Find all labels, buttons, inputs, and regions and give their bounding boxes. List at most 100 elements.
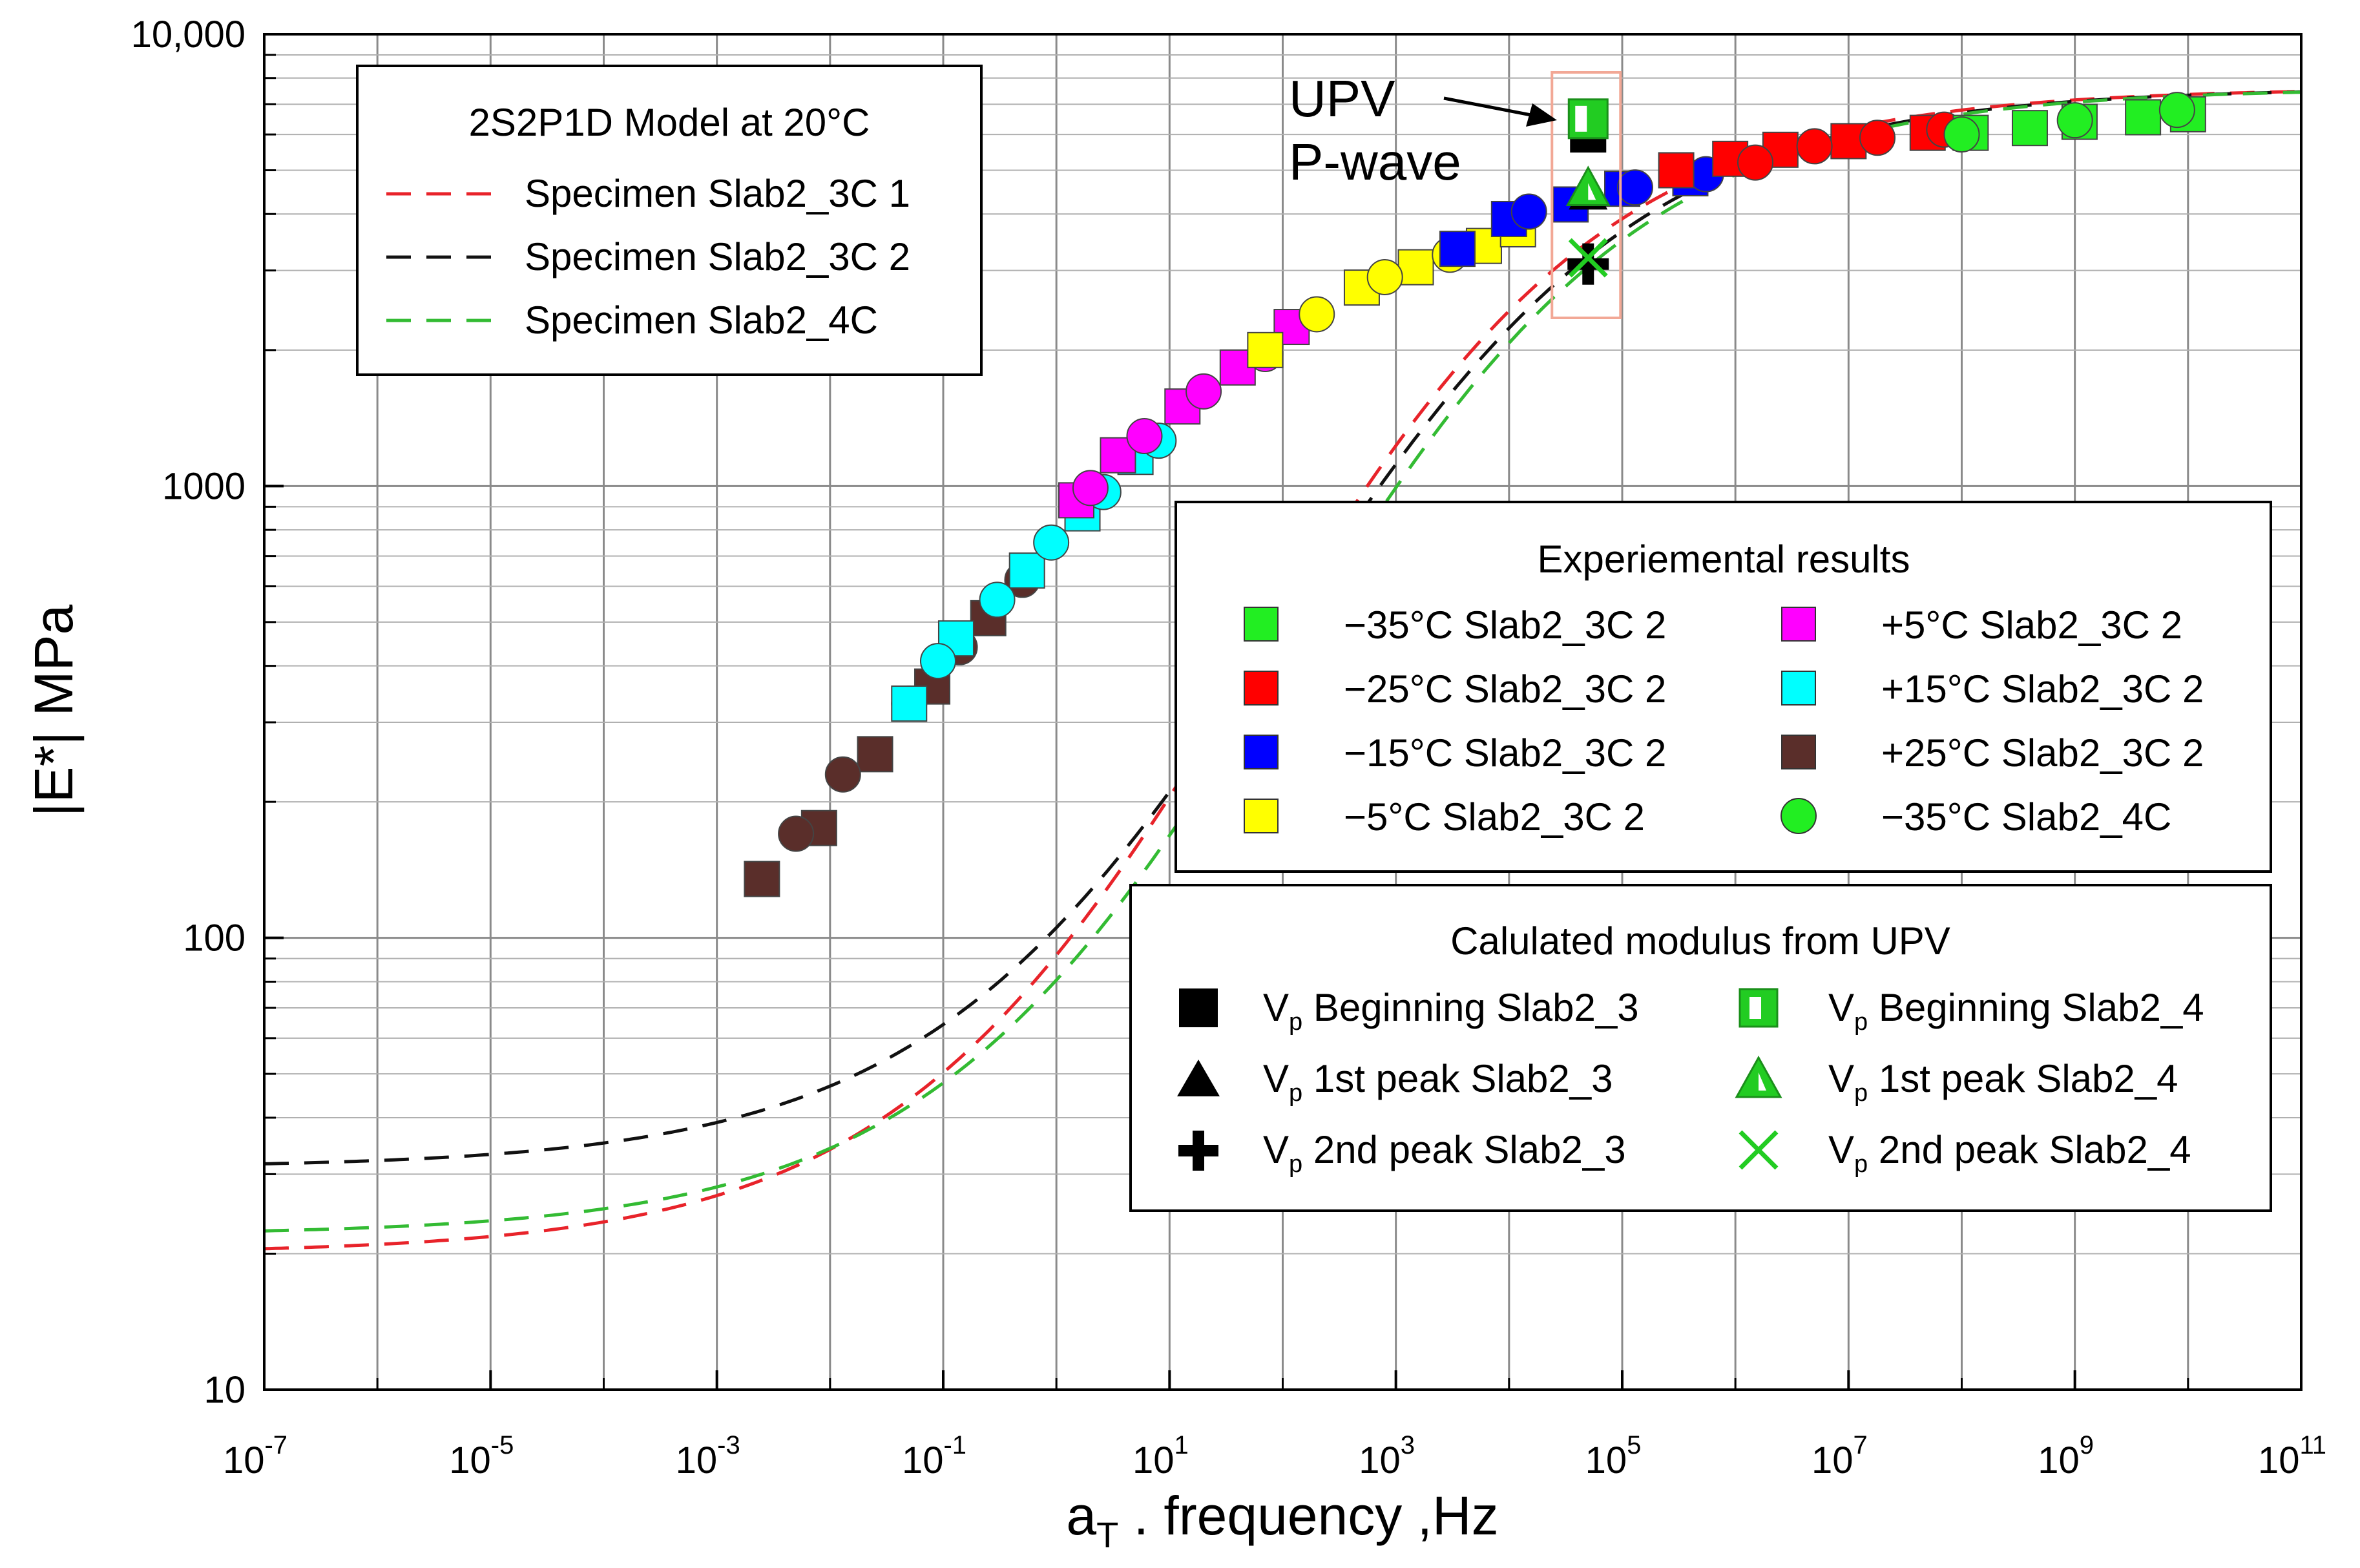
upv-legend-label-3: Vp 2nd peak Slab2_3 xyxy=(1263,1128,1626,1178)
upv-legend-label-4: Vp Beginning Slab2_4 xyxy=(1828,986,2204,1036)
data-point-square xyxy=(1658,152,1695,189)
data-point-square xyxy=(744,861,780,897)
data-point-circle xyxy=(1366,258,1403,295)
exp-legend-swatch-6 xyxy=(1781,671,1816,706)
y-axis-title: |E*| MPa xyxy=(23,605,84,817)
data-point-circle xyxy=(1510,193,1547,230)
x-tick-label-base: 10 xyxy=(1359,1439,1401,1481)
x-tick-label-exp: 7 xyxy=(1853,1431,1867,1459)
data-point-circle xyxy=(824,756,861,793)
data-point-circle xyxy=(1796,128,1833,165)
exp-legend-swatch-1 xyxy=(1244,607,1279,642)
data-point-circle xyxy=(778,815,815,852)
data-point-square xyxy=(1397,249,1434,286)
x-tick-label-base: 10 xyxy=(1812,1439,1854,1481)
y-tick-label: 1000 xyxy=(162,465,245,507)
data-point-circle xyxy=(1033,524,1070,561)
exp-legend-label-8: −35°C Slab2_4C xyxy=(1881,795,2171,839)
x-tick-label-base: 10 xyxy=(223,1439,265,1481)
upv-legend-title: Calulated modulus from UPV xyxy=(1450,919,1950,963)
x-tick-label-exp: 5 xyxy=(1627,1431,1641,1459)
experimental-legend: Experiemental results −35°C Slab2_3C 2 −… xyxy=(1175,501,2272,873)
x-axis-title: aT . frequency ,Hz xyxy=(1066,1485,1498,1555)
x-tick-label-base: 10 xyxy=(2038,1439,2080,1481)
model-legend-label-2: Specimen Slab2_3C 2 xyxy=(525,235,910,278)
experimental-legend-title: Experiemental results xyxy=(1538,538,1910,581)
upv-legend-label-2: Vp 1st peak Slab2_3 xyxy=(1263,1057,1613,1107)
x-tick-label: 109 xyxy=(2038,1431,2094,1481)
data-point-circle xyxy=(1943,116,1980,153)
data-point-circle xyxy=(2056,102,2093,139)
exp-legend-swatch-3 xyxy=(1244,735,1279,769)
exp-legend-label-3: −15°C Slab2_3C 2 xyxy=(1344,731,1666,775)
data-point-square xyxy=(2011,110,2048,147)
data-point-square xyxy=(1439,231,1476,267)
x-tick-label-base: 10 xyxy=(1585,1439,1627,1481)
x-tick-label-base: 10 xyxy=(676,1439,718,1481)
x-tick-label-exp: 9 xyxy=(2080,1431,2094,1459)
x-tick-label-exp: 3 xyxy=(1401,1431,1415,1459)
x-tick-label: 10-7 xyxy=(223,1431,287,1481)
model-legend: 2S2P1D Model at 20°C Specimen Slab2_3C 1… xyxy=(356,65,983,376)
data-point-circle xyxy=(1737,144,1774,181)
exp-legend-swatch-5 xyxy=(1781,607,1816,642)
upv-point-square-green-gap xyxy=(1575,105,1587,132)
annotation-pwave: P-wave xyxy=(1289,133,1461,191)
model-legend-label-3: Specimen Slab2_4C xyxy=(525,298,878,342)
x-axis-title-rest: . frequency ,Hz xyxy=(1118,1485,1498,1546)
data-point-circle xyxy=(919,643,956,680)
model-legend-title: 2S2P1D Model at 20°C xyxy=(468,101,870,144)
annotation-upv: UPV xyxy=(1289,70,1395,127)
axis-ticks: 10-7 10-5 10-3 10-1 101 103 105 107 109 101110100… xyxy=(131,14,2326,1481)
upv-markers xyxy=(1565,98,1611,285)
x-tick-label-base: 10 xyxy=(449,1439,491,1481)
upv-legend-swatch-3 xyxy=(1178,1131,1218,1171)
exp-legend-label-7: +25°C Slab2_3C 2 xyxy=(1881,731,2204,775)
data-markers xyxy=(744,92,2206,897)
upv-legend-swatch-2 xyxy=(1177,1060,1220,1096)
data-point-circle xyxy=(1299,296,1335,333)
data-point-circle xyxy=(1072,470,1109,507)
exp-legend-label-1: −35°C Slab2_3C 2 xyxy=(1344,603,1666,647)
x-tick-label: 101 xyxy=(1133,1431,1189,1481)
upv-point-square-green xyxy=(1567,98,1609,140)
y-tick-label: 100 xyxy=(183,917,245,959)
model-curve-line xyxy=(264,90,2302,1166)
exp-legend-label-2: −25°C Slab2_3C 2 xyxy=(1344,667,1666,711)
annotation-arrow xyxy=(1443,96,1557,127)
x-tick-label: 105 xyxy=(1585,1431,1642,1481)
exp-legend-label-4: −5°C Slab2_3C 2 xyxy=(1344,795,1645,839)
upv-highlight-box xyxy=(1551,71,1622,319)
data-point-square xyxy=(857,736,893,773)
upv-legend: Calulated modulus from UPV Vp Beginning … xyxy=(1129,884,2272,1212)
upv-legend-label-5: Vp 1st peak Slab2_4 xyxy=(1828,1057,2178,1107)
model-legend-label-1: Specimen Slab2_3C 1 xyxy=(525,172,910,215)
x-tick-label: 103 xyxy=(1359,1431,1415,1481)
data-point-circle xyxy=(979,581,1016,618)
y-tick-label: 10,000 xyxy=(131,14,245,56)
upv-legend-label-6: Vp 2nd peak Slab2_4 xyxy=(1828,1128,2191,1178)
x-tick-label-exp: -3 xyxy=(717,1431,740,1459)
x-tick-label: 1011 xyxy=(2258,1431,2326,1481)
exp-legend-swatch-8 xyxy=(1780,798,1817,834)
x-axis-title-sub: T xyxy=(1096,1514,1118,1555)
exp-legend-label-6: +15°C Slab2_3C 2 xyxy=(1881,667,2204,711)
data-point-square xyxy=(1008,552,1045,589)
exp-legend-label-5: +5°C Slab2_3C 2 xyxy=(1881,603,2182,647)
y-tick-label: 10 xyxy=(204,1369,245,1411)
data-point-circle xyxy=(1859,120,1896,156)
exp-legend-swatch-4 xyxy=(1244,799,1279,833)
x-tick-label: 10-1 xyxy=(902,1431,966,1481)
x-tick-label-base: 10 xyxy=(902,1439,944,1481)
data-point-circle xyxy=(1616,169,1653,206)
upv-point-x-b xyxy=(1568,238,1608,278)
x-tick-label-base: 10 xyxy=(1133,1439,1175,1481)
upv-legend-swatch-1 xyxy=(1179,988,1218,1027)
x-tick-label-exp: -1 xyxy=(943,1431,966,1459)
upv-legend-swatch-4 xyxy=(1739,988,1779,1028)
x-tick-label-exp: 11 xyxy=(2299,1431,2326,1459)
data-point-square xyxy=(1247,331,1284,368)
x-tick-label-exp: -5 xyxy=(491,1431,514,1459)
data-point-circle xyxy=(1126,417,1163,454)
